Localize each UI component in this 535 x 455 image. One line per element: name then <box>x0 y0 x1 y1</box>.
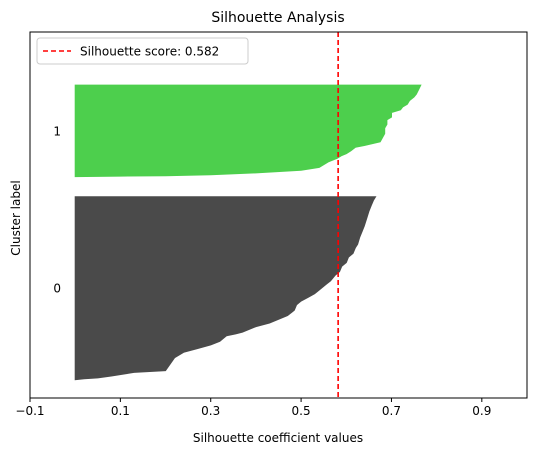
y-axis-label: Cluster label <box>9 180 23 255</box>
x-axis-ticks: −0.1 0.1 0.3 0.5 0.7 0.9 <box>15 398 491 418</box>
legend-box <box>36 37 249 65</box>
cluster-0-tick-label: 0 <box>53 282 61 296</box>
x-tick-label: 0.7 <box>382 404 401 418</box>
x-tick-label: 0.9 <box>472 404 491 418</box>
legend-label-score: Silhouette score: 0.582 <box>80 45 219 59</box>
chart-title: Silhouette Analysis <box>211 10 344 26</box>
axes-frame <box>29 31 528 399</box>
cluster-0-silhouette <box>74 196 377 381</box>
y-axis-ticks: 01 <box>53 124 61 295</box>
x-tick-label: 0.1 <box>111 404 130 418</box>
cluster-1-silhouette <box>74 84 422 178</box>
x-tick-label: 0.5 <box>292 404 311 418</box>
x-axis-label: Silhouette coefficient values <box>193 431 363 445</box>
x-tick-label: −0.1 <box>15 404 44 418</box>
x-tick-label: 0.3 <box>201 404 220 418</box>
cluster-1-tick-label: 1 <box>53 124 61 138</box>
plot-area <box>74 84 422 381</box>
legend: Silhouette score: 0.582 <box>36 37 249 65</box>
